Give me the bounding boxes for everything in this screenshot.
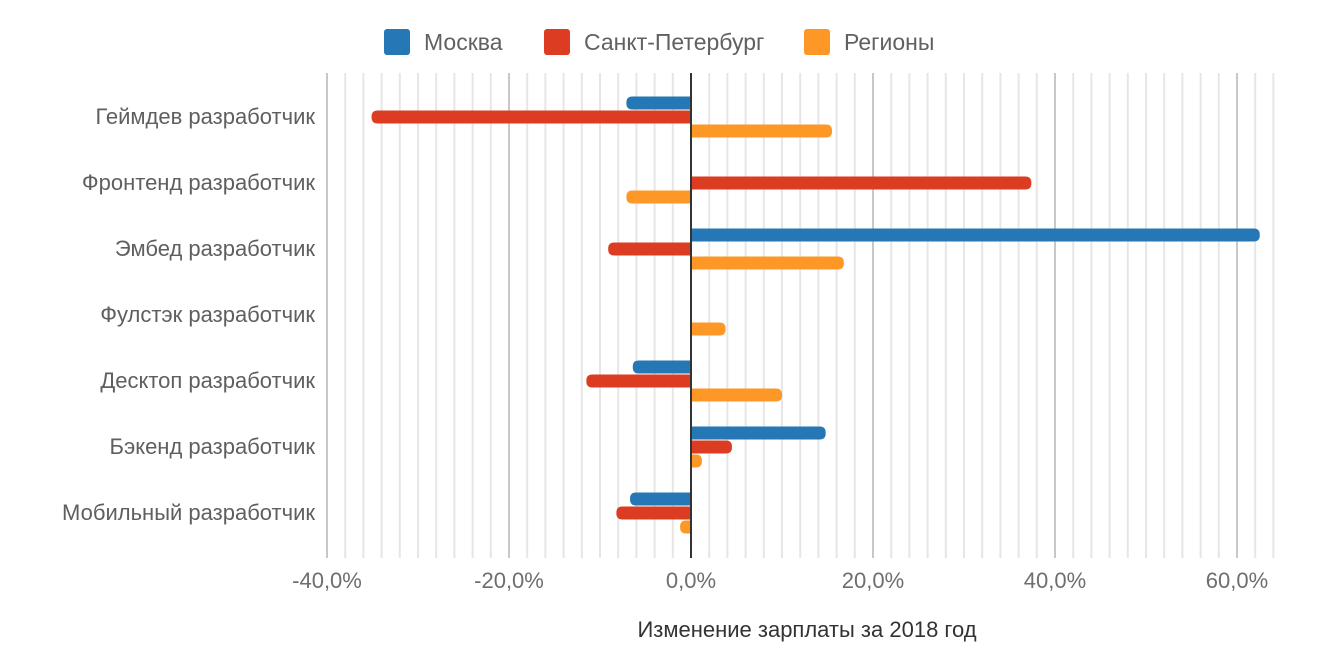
x-tick-label: -20,0%	[474, 568, 544, 593]
category-label: Фронтенд разработчик	[81, 170, 315, 195]
bar[interactable]	[691, 388, 782, 402]
bar[interactable]	[691, 454, 702, 468]
gridlines	[326, 73, 1275, 558]
legend-swatch-regions	[804, 29, 830, 55]
x-tick-label: 0,0%	[665, 568, 717, 593]
bar[interactable]	[691, 228, 1260, 242]
legend-label-moscow: Москва	[424, 28, 503, 55]
category-label: Десктоп разработчик	[100, 368, 315, 393]
legend-item-spb[interactable]: Санкт-Петербург	[544, 26, 764, 58]
legend-swatch-moscow	[384, 29, 410, 55]
bar[interactable]	[691, 440, 732, 454]
category-label: Фулстэк разработчик	[100, 302, 315, 327]
legend-label-spb: Санкт-Петербург	[584, 28, 765, 55]
legend-swatch-spb	[544, 29, 570, 55]
bar[interactable]	[691, 176, 1032, 190]
bars	[371, 96, 1260, 534]
bar[interactable]	[691, 426, 826, 440]
bar[interactable]	[608, 242, 691, 256]
x-tick-label: 60,0%	[1205, 568, 1269, 593]
bar[interactable]	[626, 190, 691, 204]
category-label: Мобильный разработчик	[62, 500, 315, 525]
chart-legend: Москва Санкт-Петербург Регионы	[0, 26, 1324, 58]
bar[interactable]	[616, 506, 691, 520]
bar[interactable]	[691, 322, 726, 336]
bar[interactable]	[691, 256, 844, 270]
x-axis-title: Изменение зарплаты за 2018 год	[637, 617, 977, 642]
bar[interactable]	[630, 492, 691, 506]
bar[interactable]	[632, 360, 691, 374]
legend-label-regions: Регионы	[844, 28, 935, 55]
x-tick-label: -40,0%	[292, 568, 362, 593]
bar[interactable]	[680, 520, 691, 534]
x-tick-label: 40,0%	[1023, 568, 1087, 593]
legend-item-moscow[interactable]: Москва	[384, 26, 503, 58]
legend-item-regions[interactable]: Регионы	[804, 26, 934, 58]
category-label: Бэкенд разработчик	[109, 434, 315, 459]
category-label: Эмбед разработчик	[114, 236, 315, 261]
category-label: Геймдев разработчик	[95, 104, 315, 129]
x-tick-label: 20,0%	[841, 568, 905, 593]
bar[interactable]	[586, 374, 691, 388]
bar[interactable]	[691, 124, 833, 138]
bar[interactable]	[626, 96, 691, 110]
bar[interactable]	[371, 110, 691, 124]
